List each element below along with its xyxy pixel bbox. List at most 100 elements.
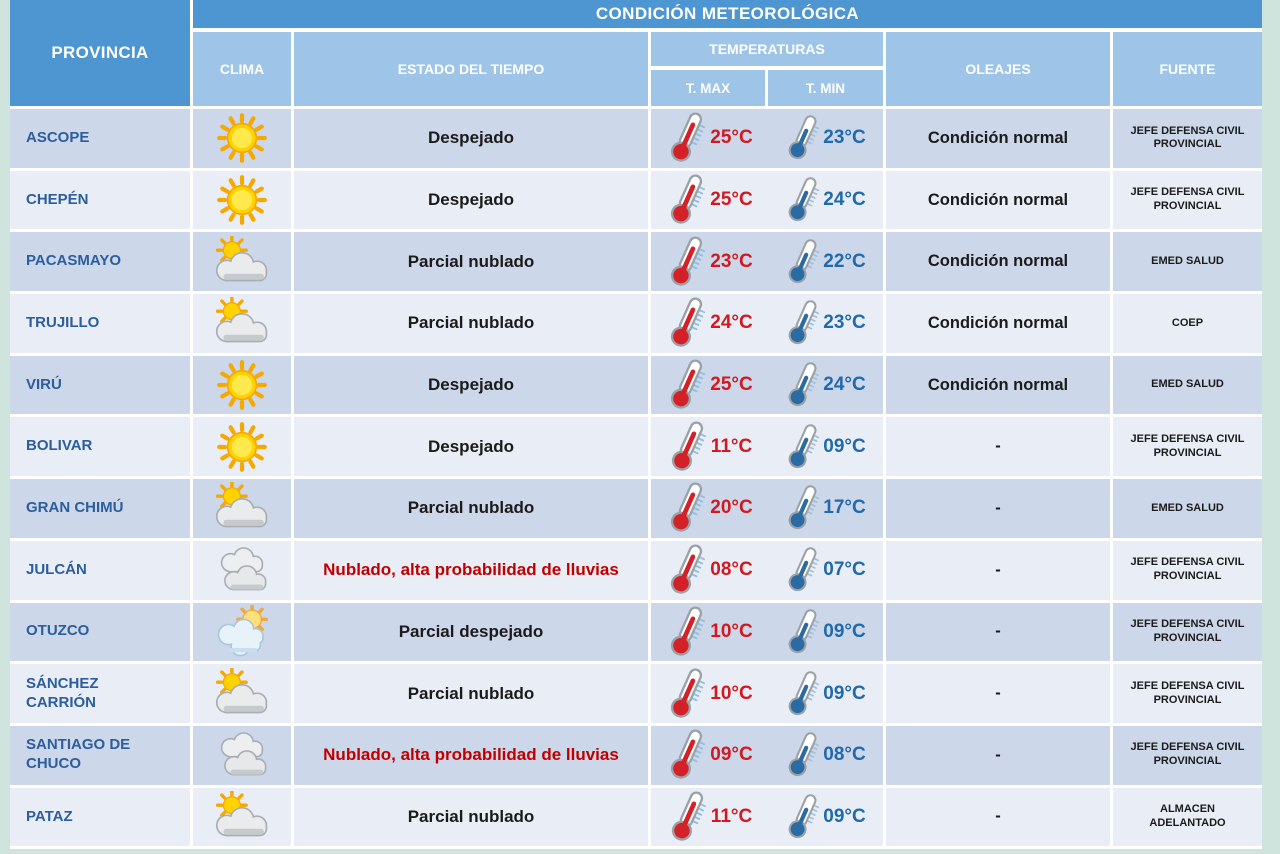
clima-cell: [193, 355, 291, 415]
estado-cell: Despejado: [294, 355, 648, 415]
partly-cloudy-icon: [210, 667, 274, 720]
estado-cell: Despejado: [294, 417, 648, 477]
clima-cell: [193, 417, 291, 477]
temperaturas-cell: 11°C 09°C: [651, 417, 883, 477]
fuente-cell: ALMACEN ADELANTADO: [1113, 787, 1262, 847]
table-row: JULCÁN Nublado, alta probabilidad de llu…: [10, 540, 1262, 600]
provincia-cell: JULCÁN: [10, 540, 190, 600]
estado-cell: Despejado: [294, 170, 648, 230]
t-min-value: 24°C: [823, 189, 866, 211]
t-min-value: 09°C: [823, 435, 866, 457]
t-min-value: 24°C: [823, 374, 866, 396]
header-t-min: T. MIN: [768, 70, 883, 106]
t-min-value: 17°C: [823, 497, 866, 519]
temperaturas-cell: 09°C 08°C: [651, 725, 883, 785]
temperaturas-cell: 23°C 22°C: [651, 232, 883, 292]
provincia-cell: CHEPÉN: [10, 170, 190, 230]
clima-cell: [193, 540, 291, 600]
fuente-cell: COEP: [1113, 294, 1262, 353]
thermometer-max-icon: [666, 789, 710, 845]
provincia-cell: VIRÚ: [10, 355, 190, 415]
provincia-cell: PACASMAYO: [10, 232, 190, 292]
oleajes-cell: Condición normal: [886, 232, 1110, 292]
fuente-cell: EMED SALUD: [1113, 232, 1262, 292]
thermometer-min-icon: [784, 360, 822, 410]
t-max-value: 10°C: [710, 682, 753, 704]
fuente-cell: JEFE DEFENSA CIVIL PROVINCIAL: [1113, 170, 1262, 230]
sun-behind-blue-clouds-icon: [210, 604, 274, 659]
table-row: CHEPÉN Despejado: [10, 170, 1262, 230]
table-row: OTUZCO Parcial despejado: [10, 602, 1262, 662]
table-row: ASCOPE Despejado: [10, 109, 1262, 168]
t-max-value-group: 11°C: [651, 419, 767, 475]
estado-cell: Despejado: [294, 109, 648, 168]
provincia-cell: TRUJILLO: [10, 294, 190, 353]
thermometer-max-icon: [666, 419, 710, 475]
table-row: GRAN CHIMÚ Parcial nublado: [10, 479, 1262, 538]
t-min-value-group: 09°C: [767, 669, 883, 719]
thermometer-min-icon: [784, 483, 822, 533]
thermometer-max-icon: [665, 357, 709, 413]
t-min-value-group: 09°C: [767, 792, 883, 842]
clima-cell: [193, 170, 291, 230]
thermometer-min-icon: [784, 607, 822, 657]
provincia-cell: GRAN CHIMÚ: [10, 479, 190, 538]
oleajes-cell: -: [886, 479, 1110, 538]
t-min-value-group: 23°C: [767, 298, 883, 348]
t-min-value-group: 24°C: [767, 360, 883, 410]
oleajes-cell: Condición normal: [886, 170, 1110, 230]
t-max-value-group: 11°C: [651, 789, 767, 845]
header-temperaturas: TEMPERATURAS: [651, 32, 883, 66]
t-max-value: 20°C: [710, 497, 753, 519]
table-row: SANTIAGO DE CHUCO Nublado, alta probabil…: [10, 725, 1262, 785]
t-min-value: 09°C: [823, 620, 866, 642]
header-fuente: FUENTE: [1113, 32, 1262, 106]
t-max-value: 09°C: [710, 744, 753, 766]
provincia-cell: BOLIVAR: [10, 417, 190, 477]
t-max-value-group: 09°C: [651, 727, 767, 783]
oleajes-cell: -: [886, 664, 1110, 723]
header-clima: CLIMA: [193, 32, 291, 106]
clima-cell: [193, 479, 291, 538]
thermometer-max-icon: [665, 666, 709, 722]
fuente-cell: JEFE DEFENSA CIVIL PROVINCIAL: [1113, 664, 1262, 723]
partly-cloudy-icon: [210, 482, 274, 534]
clima-cell: [193, 725, 291, 785]
provincia-cell: SANTIAGO DE CHUCO: [10, 725, 190, 785]
t-max-value-group: 10°C: [651, 604, 767, 660]
temperaturas-cell: 08°C 07°C: [651, 540, 883, 600]
t-min-value-group: 22°C: [767, 237, 883, 287]
temperaturas-cell: 10°C 09°C: [651, 602, 883, 662]
t-max-value: 23°C: [710, 250, 753, 272]
sun-icon: [215, 358, 269, 412]
estado-cell: Nublado, alta probabilidad de lluvias: [294, 725, 648, 785]
t-min-value-group: 24°C: [767, 175, 883, 225]
t-min-value-group: 09°C: [767, 422, 883, 472]
temperaturas-cell: 25°C 24°C: [651, 170, 883, 230]
provincia-cell: OTUZCO: [10, 602, 190, 662]
table-body: ASCOPE Despejado: [10, 109, 1262, 847]
temperaturas-cell: 25°C 23°C: [651, 109, 883, 168]
thermometer-max-icon: [665, 172, 709, 228]
estado-cell: Parcial nublado: [294, 232, 648, 292]
clima-cell: [193, 787, 291, 847]
t-min-value-group: 17°C: [767, 483, 883, 533]
t-min-value: 09°C: [823, 805, 866, 827]
table-row: PATAZ Parcial nublado: [10, 787, 1262, 847]
t-min-value-group: 23°C: [767, 113, 883, 163]
cloudy-icon: [211, 542, 273, 598]
table-header: PROVINCIA CONDICIÓN METEOROLÓGICA CLIMA …: [10, 0, 1262, 106]
sun-icon: [215, 173, 269, 227]
header-t-max: T. MAX: [651, 70, 765, 106]
fuente-cell: EMED SALUD: [1113, 355, 1262, 415]
thermometer-max-icon: [665, 110, 709, 166]
table-row: BOLIVAR Despejado: [10, 417, 1262, 477]
t-max-value-group: 10°C: [651, 666, 767, 722]
fuente-cell: JEFE DEFENSA CIVIL PROVINCIAL: [1113, 602, 1262, 662]
t-max-value-group: 25°C: [651, 172, 767, 228]
thermometer-max-icon: [665, 542, 709, 598]
header-provincia: PROVINCIA: [10, 0, 190, 106]
t-min-value: 23°C: [823, 312, 866, 334]
t-max-value: 25°C: [710, 189, 753, 211]
partly-cloudy-icon: [210, 235, 274, 288]
